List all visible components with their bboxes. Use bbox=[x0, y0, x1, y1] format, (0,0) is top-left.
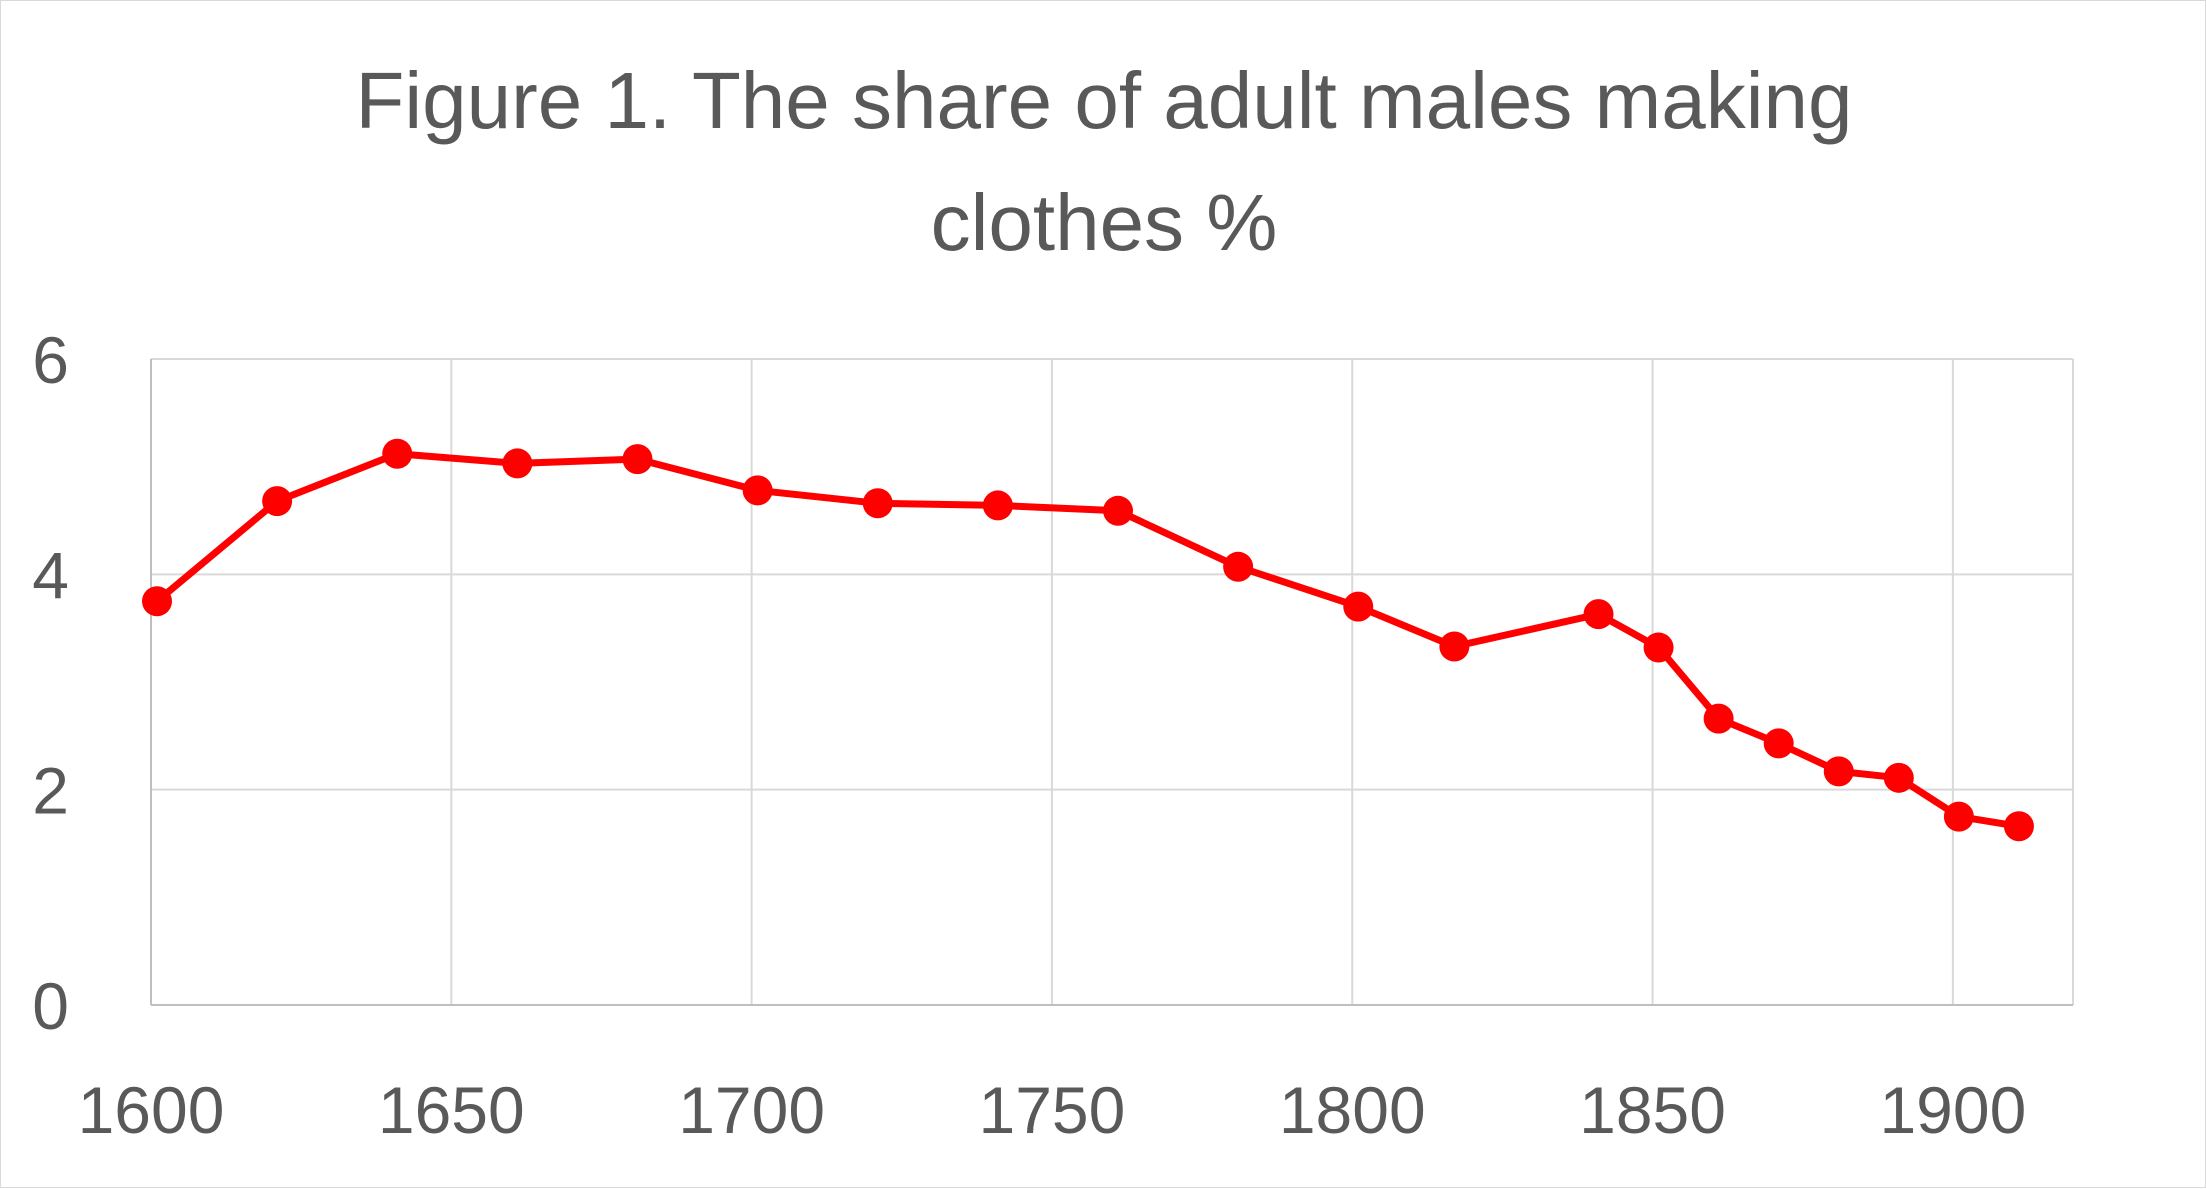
data-point-1681 bbox=[622, 444, 653, 475]
x-tick-label-2: 1700 bbox=[678, 1073, 825, 1147]
x-tick-label-6: 1900 bbox=[1879, 1073, 2026, 1147]
y-tick-label-2: 4 bbox=[32, 538, 69, 612]
data-point-1871 bbox=[1763, 728, 1794, 759]
chart-title-line-2: clothes % bbox=[931, 178, 1278, 267]
x-tick-label-0: 1600 bbox=[78, 1073, 225, 1147]
data-point-1721 bbox=[862, 488, 893, 519]
data-point-1641 bbox=[382, 438, 413, 469]
y-tick-label-0: 0 bbox=[32, 969, 69, 1043]
data-point-1861 bbox=[1703, 703, 1734, 734]
x-tick-label-1: 1650 bbox=[378, 1073, 525, 1147]
data-point-1817 bbox=[1439, 631, 1470, 662]
data-point-1741 bbox=[982, 490, 1013, 521]
data-point-1601 bbox=[142, 586, 173, 617]
axes bbox=[150, 359, 2073, 1006]
tick-labels: 0 2 4 6 1600 1650 1700 1750 1800 1850 1900 bbox=[32, 323, 2026, 1147]
data-point-1801 bbox=[1343, 591, 1374, 622]
data-point-1701 bbox=[742, 475, 773, 506]
series-layer bbox=[142, 438, 2034, 842]
data-point-1901 bbox=[1943, 801, 1974, 832]
x-tick-label-3: 1750 bbox=[979, 1073, 1126, 1147]
data-point-1761 bbox=[1103, 495, 1134, 526]
data-point-1781 bbox=[1223, 551, 1254, 582]
x-tick-label-5: 1850 bbox=[1579, 1073, 1726, 1147]
y-tick-label-1: 2 bbox=[32, 754, 69, 828]
gridlines bbox=[150, 358, 2074, 1005]
data-point-1621 bbox=[262, 486, 293, 517]
chart-title-line-1: Figure 1. The share of adult males makin… bbox=[355, 56, 1852, 145]
data-point-1851 bbox=[1643, 632, 1674, 663]
x-tick-label-4: 1800 bbox=[1279, 1073, 1426, 1147]
series-line-0 bbox=[154, 450, 2020, 830]
y-tick-label-3: 6 bbox=[32, 323, 69, 397]
data-point-1841 bbox=[1583, 599, 1614, 630]
data-point-1661 bbox=[502, 448, 533, 479]
data-point-1881 bbox=[1823, 756, 1854, 787]
data-point-1891 bbox=[1883, 762, 1914, 793]
data-point-1911 bbox=[2003, 811, 2034, 842]
